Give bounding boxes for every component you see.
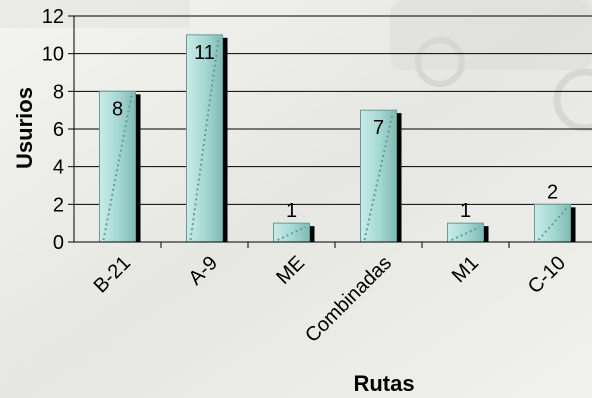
y-tick-label: 2 [53, 194, 64, 216]
y-tick-label: 0 [53, 232, 64, 254]
x-axis-title: Rutas [353, 371, 414, 396]
y-tick-label: 10 [42, 44, 64, 66]
bar-texture [189, 38, 220, 241]
bar [99, 90, 136, 243]
background-vehicle-shapes [0, 0, 592, 132]
bar-texture [277, 226, 306, 241]
gridlines [74, 15, 592, 205]
data-label: 1 [286, 200, 297, 222]
data-label: 7 [373, 117, 384, 139]
bar-texture [363, 113, 394, 241]
bar-texture [537, 207, 568, 241]
y-tick-label: 12 [42, 6, 64, 28]
y-tick-label: 4 [53, 157, 64, 179]
data-label: 11 [194, 42, 215, 64]
data-label: 2 [547, 181, 558, 203]
data-label: 8 [112, 98, 123, 120]
bar [186, 34, 223, 243]
y-tick-label: 6 [53, 119, 64, 141]
bar-texture [451, 226, 480, 241]
y-tick-label: 8 [53, 81, 64, 103]
bar [534, 203, 571, 243]
y-axis: 0 2 4 6 8 10 12 [42, 6, 75, 254]
data-label: 1 [460, 200, 471, 222]
y-axis-title: Usurios [12, 87, 37, 169]
